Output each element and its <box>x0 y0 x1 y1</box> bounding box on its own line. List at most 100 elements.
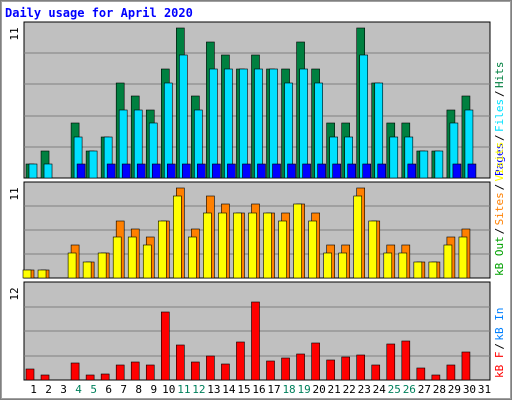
bar-visits-day-25 <box>383 252 393 279</box>
day-tick-label: 25 <box>388 383 401 396</box>
bar-kb-f-day-20 <box>311 342 320 381</box>
day-tick-label: 8 <box>135 383 142 396</box>
bar-kb-f-day-13 <box>206 355 215 381</box>
bar-visits-day-1 <box>22 269 32 279</box>
bar-kb-f-day-15 <box>236 341 245 381</box>
day-tick-label: 21 <box>328 383 341 396</box>
day-tick-label: 29 <box>448 383 461 396</box>
day-tick-label: 23 <box>358 383 371 396</box>
bar-files-day-23 <box>359 54 369 179</box>
day-tick-label: 31 <box>478 383 491 396</box>
bar-visits-day-24 <box>368 220 378 279</box>
bar-visits-day-11 <box>173 195 182 279</box>
panel-middle-legend-sites: Sites <box>493 192 506 225</box>
bar-visits-day-8 <box>127 236 137 279</box>
chart-title: Daily usage for April 2020 <box>5 6 193 20</box>
bar-files-day-13 <box>209 68 218 179</box>
bar-pages-day-16 <box>257 163 266 179</box>
bar-pages-day-13 <box>212 163 221 179</box>
bar-kb-f-day-23 <box>356 354 366 381</box>
bar-kb-f-day-19 <box>296 353 305 381</box>
bar-pages-day-24 <box>377 163 387 179</box>
bar-kb-f-day-1 <box>25 368 35 381</box>
day-tick-label: 19 <box>297 383 310 396</box>
day-tick-label: 20 <box>313 383 326 396</box>
bar-visits-day-16 <box>248 212 257 279</box>
bar-kb-f-day-24 <box>371 364 381 381</box>
day-tick-label: 6 <box>105 383 112 396</box>
bar-files-day-16 <box>254 68 263 179</box>
bar-visits-day-19 <box>293 203 302 279</box>
bar-pages-day-23 <box>362 163 372 179</box>
bar-kb-f-day-2 <box>40 374 50 381</box>
panel-middle-legend-separator: / <box>493 184 506 191</box>
day-tick-label: 3 <box>60 383 67 396</box>
panel-bottom-max-label: 12 <box>8 287 21 300</box>
bar-pages-day-30 <box>467 163 477 179</box>
panel-bottom-legend-kb-in: kB In <box>493 307 506 340</box>
bar-kb-f-day-4 <box>70 362 80 381</box>
bar-pages-day-17 <box>272 163 281 179</box>
bar-visits-day-5 <box>82 261 92 279</box>
bar-pages-day-8 <box>136 163 146 179</box>
panel-middle-legend-kb-out: kB Out <box>493 236 506 276</box>
bar-kb-f-day-5 <box>85 374 95 381</box>
bar-pages-day-12 <box>197 163 206 179</box>
panel-top-legend-separator: / <box>493 90 506 97</box>
bar-pages-day-14 <box>227 163 236 179</box>
bar-kb-f-day-27 <box>416 367 426 381</box>
day-tick-label: 17 <box>267 383 280 396</box>
day-tick-label: 16 <box>252 383 265 396</box>
bar-files-day-1 <box>28 163 38 179</box>
bar-visits-day-12 <box>188 236 197 279</box>
day-tick-label: 1 <box>30 383 37 396</box>
bar-visits-day-15 <box>233 212 242 279</box>
bar-pages-day-19 <box>302 163 311 179</box>
bar-pages-day-18 <box>287 163 296 179</box>
bar-kb-f-day-26 <box>401 340 411 381</box>
day-tick-label: 13 <box>207 383 220 396</box>
bar-kb-f-day-25 <box>386 343 396 381</box>
panel-top-legend-pages: Pages <box>493 143 506 176</box>
bar-files-day-15 <box>239 68 248 179</box>
day-tick-label: 18 <box>282 383 295 396</box>
day-tick-label: 4 <box>75 383 82 396</box>
day-tick-label: 24 <box>373 383 387 396</box>
panel-top-legend-hits: Hits <box>493 62 506 89</box>
bar-files-day-19 <box>299 68 308 179</box>
day-tick-label: 27 <box>418 383 431 396</box>
bar-pages-day-4 <box>76 163 86 179</box>
day-tick-label: 22 <box>343 383 356 396</box>
bar-kb-f-day-11 <box>176 344 185 381</box>
bar-visits-day-22 <box>338 252 347 279</box>
bar-files-day-25 <box>389 136 399 179</box>
panel-middle-legend-visits: Visits <box>493 142 506 182</box>
bar-visits-day-21 <box>323 252 332 279</box>
bar-kb-f-day-12 <box>191 361 200 381</box>
bar-visits-day-4 <box>67 252 77 279</box>
bar-pages-day-26 <box>407 163 417 179</box>
bar-pages-day-11 <box>182 163 191 179</box>
bar-files-day-11 <box>179 54 188 179</box>
day-tick-label: 14 <box>222 383 236 396</box>
bar-kb-f-day-9 <box>145 364 155 381</box>
day-tick-label: 10 <box>162 383 175 396</box>
bar-kb-f-day-14 <box>221 363 230 381</box>
bar-pages-day-7 <box>121 163 131 179</box>
bar-pages-day-6 <box>106 163 116 179</box>
panel-top-legend-separator: / <box>493 134 506 141</box>
bar-pages-day-10 <box>166 163 176 179</box>
bar-kb-f-day-17 <box>266 360 275 381</box>
bar-files-day-28 <box>434 150 444 179</box>
bar-kb-f-day-10 <box>160 311 170 381</box>
day-tick-label: 7 <box>120 383 127 396</box>
bar-kb-f-day-22 <box>341 356 350 381</box>
bar-kb-f-day-7 <box>115 364 125 381</box>
bar-visits-day-9 <box>142 244 152 279</box>
bar-kb-f-day-6 <box>100 373 110 381</box>
day-tick-label: 30 <box>463 383 476 396</box>
bar-files-day-2 <box>43 163 53 179</box>
bar-kb-f-day-18 <box>281 357 290 381</box>
